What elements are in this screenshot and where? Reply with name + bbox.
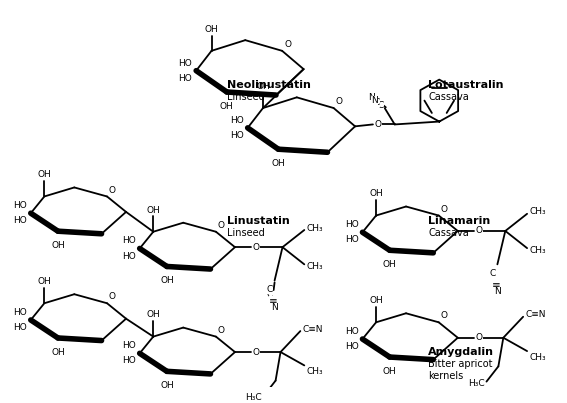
Text: HO: HO	[179, 74, 192, 83]
Text: OH: OH	[369, 189, 383, 198]
Text: CH₃: CH₃	[529, 353, 545, 362]
Text: OH: OH	[272, 159, 285, 168]
Text: HO: HO	[230, 116, 244, 125]
Text: OH: OH	[51, 347, 65, 357]
Text: C: C	[374, 98, 380, 107]
Text: O: O	[476, 226, 483, 235]
Text: HO: HO	[122, 357, 136, 366]
Text: O: O	[441, 205, 448, 214]
Text: O: O	[109, 185, 116, 195]
Text: OH: OH	[383, 260, 396, 269]
Text: CH₃: CH₃	[529, 245, 545, 255]
Text: O: O	[253, 347, 260, 357]
Text: Linseed: Linseed	[227, 229, 265, 239]
Text: Linustatin: Linustatin	[227, 216, 290, 226]
Text: O: O	[109, 292, 116, 301]
Text: HO: HO	[345, 220, 358, 229]
Text: O: O	[253, 243, 260, 251]
Text: Bitter apricot
kernels: Bitter apricot kernels	[428, 359, 493, 381]
Text: CH₃: CH₃	[306, 224, 323, 233]
Text: OH: OH	[256, 82, 270, 91]
Text: OH: OH	[51, 241, 65, 250]
Text: HO: HO	[122, 251, 136, 261]
Text: OH: OH	[146, 206, 160, 214]
Text: N: N	[368, 93, 375, 102]
Text: HO: HO	[230, 131, 244, 140]
Text: C: C	[266, 285, 273, 294]
Text: OH: OH	[37, 170, 51, 179]
Text: O: O	[336, 97, 342, 106]
Text: HO: HO	[13, 323, 27, 332]
Text: CH₃: CH₃	[529, 208, 545, 216]
Text: O: O	[375, 120, 382, 129]
Text: HO: HO	[345, 327, 358, 336]
Text: HO: HO	[345, 235, 358, 244]
Text: OH: OH	[205, 25, 218, 34]
Text: N: N	[270, 299, 277, 309]
Text: OH: OH	[220, 102, 234, 110]
Text: OH: OH	[160, 276, 174, 285]
Text: HO: HO	[13, 216, 27, 225]
Text: CH₃: CH₃	[306, 367, 323, 376]
Text: Linseed: Linseed	[227, 92, 265, 102]
Text: HO: HO	[122, 341, 136, 350]
Text: OH: OH	[160, 381, 174, 390]
Text: OH: OH	[37, 277, 51, 286]
Text: HO: HO	[13, 308, 27, 317]
Text: HO: HO	[179, 58, 192, 68]
Text: HO: HO	[345, 342, 358, 351]
Text: HO: HO	[13, 201, 27, 210]
Text: O: O	[218, 326, 225, 334]
Text: Linamarin: Linamarin	[428, 216, 490, 226]
Text: C: C	[489, 269, 496, 278]
Text: N: N	[271, 303, 278, 312]
Text: N: N	[371, 96, 378, 105]
Text: O: O	[284, 40, 291, 49]
Text: O: O	[441, 312, 448, 320]
Text: O: O	[218, 221, 225, 230]
Text: H₃C: H₃C	[468, 379, 485, 388]
Text: N: N	[494, 287, 501, 296]
Text: C: C	[266, 290, 273, 299]
Text: Cassava: Cassava	[428, 92, 469, 102]
Text: C: C	[378, 101, 384, 110]
Text: Lotaustralin: Lotaustralin	[428, 80, 504, 89]
Text: OH: OH	[369, 296, 383, 305]
Text: OH: OH	[383, 367, 396, 376]
Text: ≡: ≡	[269, 296, 278, 306]
Text: C≡N: C≡N	[525, 310, 545, 319]
Text: O: O	[476, 333, 483, 342]
Text: Cassava: Cassava	[428, 229, 469, 239]
Text: CH₃: CH₃	[306, 262, 323, 271]
Text: H₃C: H₃C	[245, 393, 262, 402]
Text: HO: HO	[122, 236, 136, 245]
Text: Amygdalin: Amygdalin	[428, 347, 494, 357]
Text: ≡: ≡	[492, 280, 501, 290]
Text: Neolinustatin: Neolinustatin	[227, 80, 311, 89]
Text: OH: OH	[146, 310, 160, 320]
Text: C≡N: C≡N	[302, 325, 323, 334]
